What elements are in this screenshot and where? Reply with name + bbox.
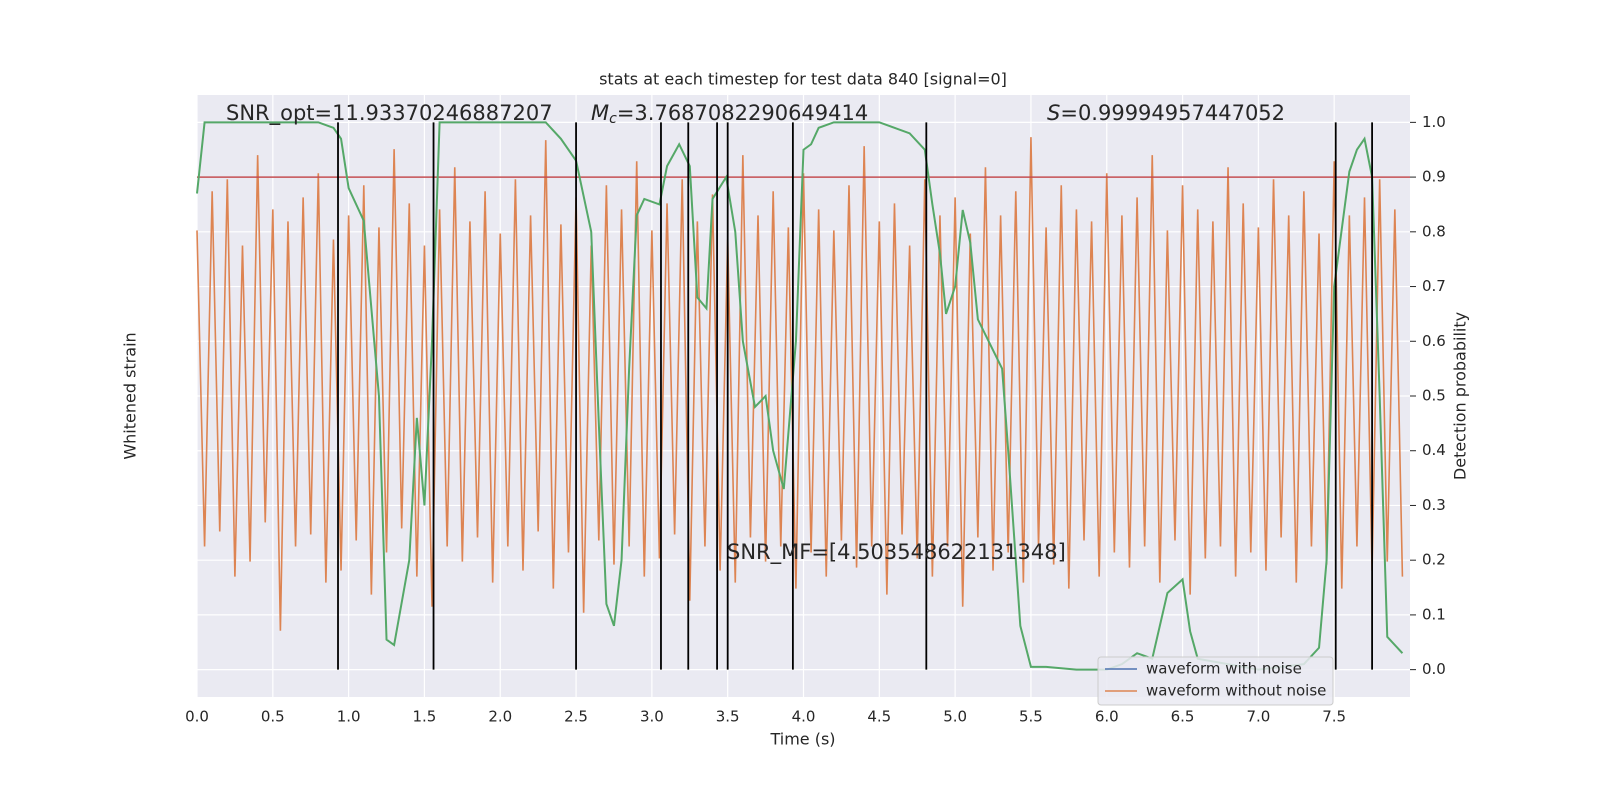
- annotation-subscript: c: [609, 111, 617, 127]
- annotation-symbol: M: [591, 101, 609, 125]
- y2-tick-label: 0.1: [1422, 605, 1446, 623]
- x-tick-label: 7.0: [1246, 708, 1270, 726]
- y2-tick-label: 0.5: [1422, 387, 1446, 405]
- annotation: SNR_MF=[4.503548622131348]: [727, 540, 1066, 565]
- x-tick-label: 2.0: [488, 708, 512, 726]
- y2-tick-label: 0.2: [1422, 551, 1446, 569]
- x-tick-label: 6.0: [1095, 708, 1119, 726]
- x-tick-label: 3.0: [640, 708, 664, 726]
- annotation: S=0.99994957447052: [1047, 101, 1285, 125]
- x-tick-label: 4.5: [867, 708, 891, 726]
- y2-axis-label: Detection probability: [1451, 312, 1470, 480]
- x-tick-label: 5.0: [943, 708, 967, 726]
- y2-tick-label: 0.9: [1422, 168, 1446, 186]
- annotation: SNR_opt=11.93370246887207: [226, 101, 553, 126]
- annotation-text: =3.7687082290649414: [617, 101, 868, 125]
- annotation-symbol: S: [1047, 101, 1060, 125]
- legend-box: [1097, 656, 1334, 706]
- x-tick-label: 1.0: [337, 708, 361, 726]
- x-tick-label: 6.5: [1171, 708, 1195, 726]
- y2-tick-label: 0.3: [1422, 496, 1446, 514]
- legend-label: waveform without noise: [1146, 682, 1326, 700]
- annotation: Mc=3.7687082290649414: [591, 101, 868, 127]
- legend-label: waveform with noise: [1146, 660, 1302, 678]
- x-tick-label: 5.5: [1019, 708, 1043, 726]
- x-axis-label: Time (s): [769, 730, 835, 749]
- x-tick-label: 0.5: [261, 708, 285, 726]
- y2-tick-label: 1.0: [1422, 113, 1446, 131]
- probability-line: [196, 121, 1404, 671]
- y2-tick-label: 0.4: [1422, 441, 1446, 459]
- x-tick-label: 0.0: [185, 708, 209, 726]
- annotation-text: =0.99994957447052: [1060, 101, 1285, 125]
- x-tick-label: 1.5: [413, 708, 437, 726]
- y2-tick-label: 0.0: [1422, 660, 1446, 678]
- y2-tick-label: 0.7: [1422, 277, 1446, 295]
- strain-line: [196, 137, 1404, 631]
- x-tick-label: 4.0: [792, 708, 816, 726]
- y2-tick-label: 0.8: [1422, 222, 1446, 240]
- x-tick-label: 2.5: [564, 708, 588, 726]
- y-axis-label: Whitened strain: [121, 332, 140, 459]
- chart-title: stats at each timestep for test data 840…: [599, 70, 1007, 89]
- x-tick-label: 7.5: [1322, 708, 1346, 726]
- y2-tick-label: 0.6: [1422, 332, 1446, 350]
- x-tick-label: 3.5: [716, 708, 740, 726]
